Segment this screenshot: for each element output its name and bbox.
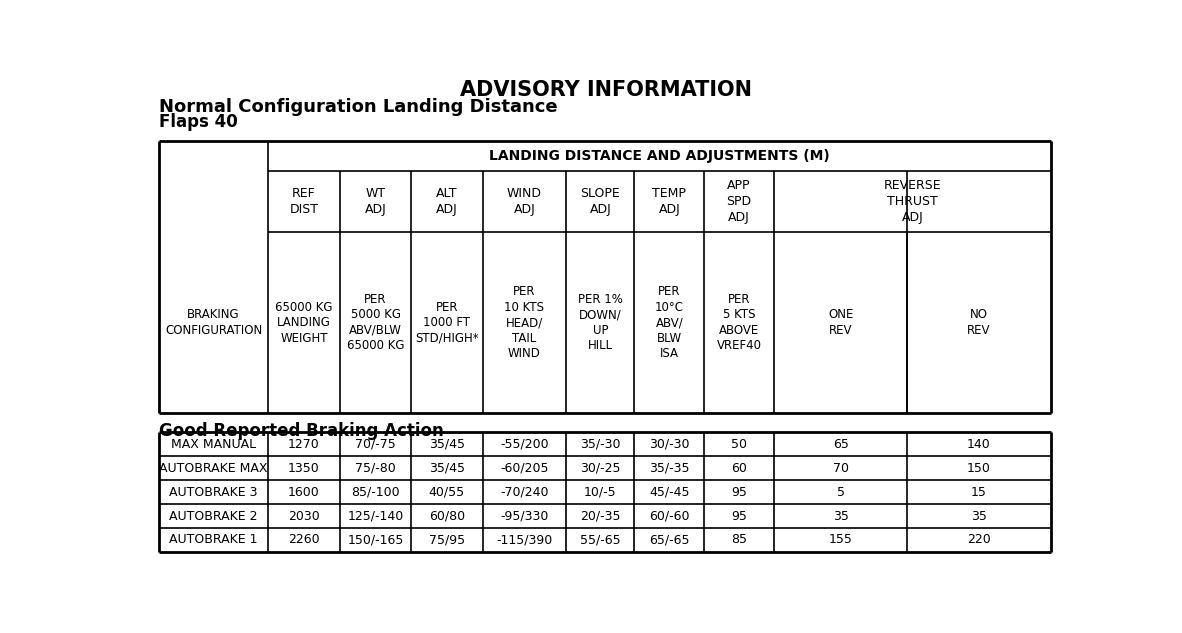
Text: 70/-75: 70/-75 — [356, 438, 396, 451]
Text: 1270: 1270 — [288, 438, 320, 451]
Text: 150: 150 — [967, 462, 991, 475]
Text: 1350: 1350 — [288, 462, 320, 475]
Text: REF
DIST: REF DIST — [290, 187, 318, 216]
Text: AUTOBRAKE MAX: AUTOBRAKE MAX — [160, 462, 268, 475]
Text: Good Reported Braking Action: Good Reported Braking Action — [160, 422, 444, 440]
Text: 75/-80: 75/-80 — [356, 462, 396, 475]
Text: 150/-165: 150/-165 — [348, 534, 404, 546]
Text: SLOPE
ADJ: SLOPE ADJ — [580, 187, 621, 216]
Text: 60: 60 — [732, 462, 747, 475]
Text: LANDING DISTANCE AND ADJUSTMENTS (M): LANDING DISTANCE AND ADJUSTMENTS (M) — [489, 149, 830, 163]
Text: -115/390: -115/390 — [496, 534, 552, 546]
Text: AUTOBRAKE 2: AUTOBRAKE 2 — [169, 510, 258, 522]
Text: 35/45: 35/45 — [429, 462, 465, 475]
Text: 95: 95 — [732, 510, 747, 522]
Text: 65/-65: 65/-65 — [649, 534, 689, 546]
Text: 30/-30: 30/-30 — [649, 438, 689, 451]
Text: WT
ADJ: WT ADJ — [365, 187, 387, 216]
Text: 35/-35: 35/-35 — [649, 462, 689, 475]
Text: PER
5000 KG
ABV/BLW
65000 KG: PER 5000 KG ABV/BLW 65000 KG — [346, 293, 404, 353]
Text: 60/80: 60/80 — [429, 510, 465, 522]
Text: ONE
REV: ONE REV — [827, 308, 853, 337]
Text: 55/-65: 55/-65 — [580, 534, 621, 546]
Text: 2030: 2030 — [288, 510, 320, 522]
Text: WIND
ADJ: WIND ADJ — [507, 187, 541, 216]
Text: PER
1000 FT
STD/HIGH*: PER 1000 FT STD/HIGH* — [415, 301, 479, 345]
Text: PER 1%
DOWN/
UP
HILL: PER 1% DOWN/ UP HILL — [578, 293, 623, 353]
Text: ALT
ADJ: ALT ADJ — [436, 187, 457, 216]
Text: AUTOBRAKE 1: AUTOBRAKE 1 — [169, 534, 258, 546]
Text: 35/-30: 35/-30 — [580, 438, 621, 451]
Text: TEMP
ADJ: TEMP ADJ — [652, 187, 687, 216]
Text: -95/330: -95/330 — [500, 510, 548, 522]
Text: 155: 155 — [829, 534, 852, 546]
Text: Flaps 40: Flaps 40 — [160, 113, 238, 131]
Text: -55/200: -55/200 — [500, 438, 548, 451]
Text: 20/-35: 20/-35 — [580, 510, 621, 522]
Text: 220: 220 — [967, 534, 991, 546]
Text: 2260: 2260 — [288, 534, 319, 546]
Text: PER
10 KTS
HEAD/
TAIL
WIND: PER 10 KTS HEAD/ TAIL WIND — [505, 285, 545, 360]
Text: REVERSE
THRUST
ADJ: REVERSE THRUST ADJ — [883, 179, 941, 224]
Text: 140: 140 — [967, 438, 991, 451]
Text: 35/45: 35/45 — [429, 438, 465, 451]
Text: BRAKING
CONFIGURATION: BRAKING CONFIGURATION — [165, 308, 262, 337]
Text: 1600: 1600 — [288, 486, 320, 499]
Text: 65: 65 — [832, 438, 849, 451]
Text: 85: 85 — [732, 534, 747, 546]
Text: ADVISORY INFORMATION: ADVISORY INFORMATION — [460, 80, 752, 100]
Text: 40/55: 40/55 — [429, 486, 465, 499]
Text: 30/-25: 30/-25 — [580, 462, 621, 475]
Text: 85/-100: 85/-100 — [351, 486, 400, 499]
Text: Normal Configuration Landing Distance: Normal Configuration Landing Distance — [160, 97, 558, 115]
Text: 75/95: 75/95 — [429, 534, 465, 546]
Text: MAX MANUAL: MAX MANUAL — [171, 438, 256, 451]
Text: 5: 5 — [837, 486, 845, 499]
Text: 95: 95 — [732, 486, 747, 499]
Text: APP
SPD
ADJ: APP SPD ADJ — [727, 179, 752, 224]
Text: NO
REV: NO REV — [967, 308, 991, 337]
Text: -60/205: -60/205 — [500, 462, 548, 475]
Text: PER
10°C
ABV/
BLW
ISA: PER 10°C ABV/ BLW ISA — [655, 285, 684, 360]
Text: AUTOBRAKE 3: AUTOBRAKE 3 — [169, 486, 258, 499]
Text: 35: 35 — [832, 510, 849, 522]
Text: -70/240: -70/240 — [500, 486, 548, 499]
Text: 60/-60: 60/-60 — [649, 510, 689, 522]
Text: 50: 50 — [732, 438, 747, 451]
Text: 10/-5: 10/-5 — [584, 486, 617, 499]
Text: 45/-45: 45/-45 — [649, 486, 689, 499]
Text: 70: 70 — [832, 462, 849, 475]
Text: 65000 KG
LANDING
WEIGHT: 65000 KG LANDING WEIGHT — [275, 301, 332, 345]
Text: PER
5 KTS
ABOVE
VREF40: PER 5 KTS ABOVE VREF40 — [716, 293, 761, 353]
Text: 125/-140: 125/-140 — [348, 510, 404, 522]
Text: 35: 35 — [970, 510, 987, 522]
Text: 15: 15 — [970, 486, 987, 499]
